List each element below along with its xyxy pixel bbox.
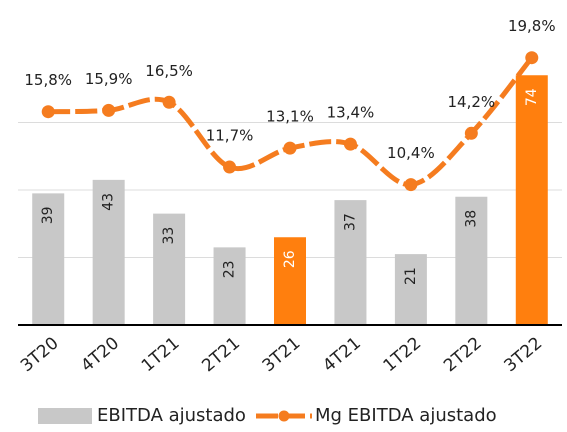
x-tick-label: 3T21 [259,333,305,376]
bar-value-label: 39 [40,206,56,224]
legend-swatch [38,408,92,424]
line-value-label: 11,7% [206,127,254,145]
bar-value-label: 26 [282,250,298,268]
x-tick-label: 4T21 [319,333,365,376]
bar-value-label: 38 [463,210,479,228]
bar [334,200,367,325]
legend-swatch [278,410,290,422]
bar [455,196,488,325]
line-marker [525,51,539,65]
line-marker [223,160,237,174]
x-tick-label: 3T22 [501,333,547,376]
line-marker [102,103,116,117]
bar [213,247,246,325]
line-value-label: 19,8% [508,17,556,35]
x-tick-label: 3T20 [17,333,63,376]
line-value-label: 16,5% [145,62,193,80]
line-value-label: 15,9% [85,70,133,88]
x-tick-label: 4T20 [77,333,123,376]
line-value-label: 13,4% [327,104,375,122]
x-tick-label: 1T21 [138,333,184,376]
bar [394,254,427,325]
line-marker [162,95,176,109]
bar [515,75,548,325]
legend-label: Mg EBITDA ajustado [315,405,497,426]
x-tick-label: 2T21 [198,333,244,376]
line-value-label: 15,8% [24,71,72,89]
line-marker [283,141,297,155]
bar-value-label: 21 [403,267,419,285]
bar-value-label: 43 [101,193,117,211]
line-marker [404,178,418,192]
line-marker [41,105,55,119]
bar-value-label: 37 [342,213,358,231]
bar [153,213,186,325]
x-tick-label: 2T22 [440,333,486,376]
bar [32,193,65,325]
line-value-label: 13,1% [266,108,314,126]
line-value-label: 10,4% [387,144,435,162]
bar [92,179,125,325]
line-value-label: 14,2% [448,93,496,111]
bar [274,237,306,325]
x-tick-label: 1T22 [380,333,426,376]
line-marker [464,126,478,140]
bar-value-label: 74 [524,88,540,106]
legend-label: EBITDA ajustado [97,405,246,426]
bar-value-label: 23 [222,260,238,278]
line-marker [343,137,357,151]
bar-value-label: 33 [161,227,177,245]
